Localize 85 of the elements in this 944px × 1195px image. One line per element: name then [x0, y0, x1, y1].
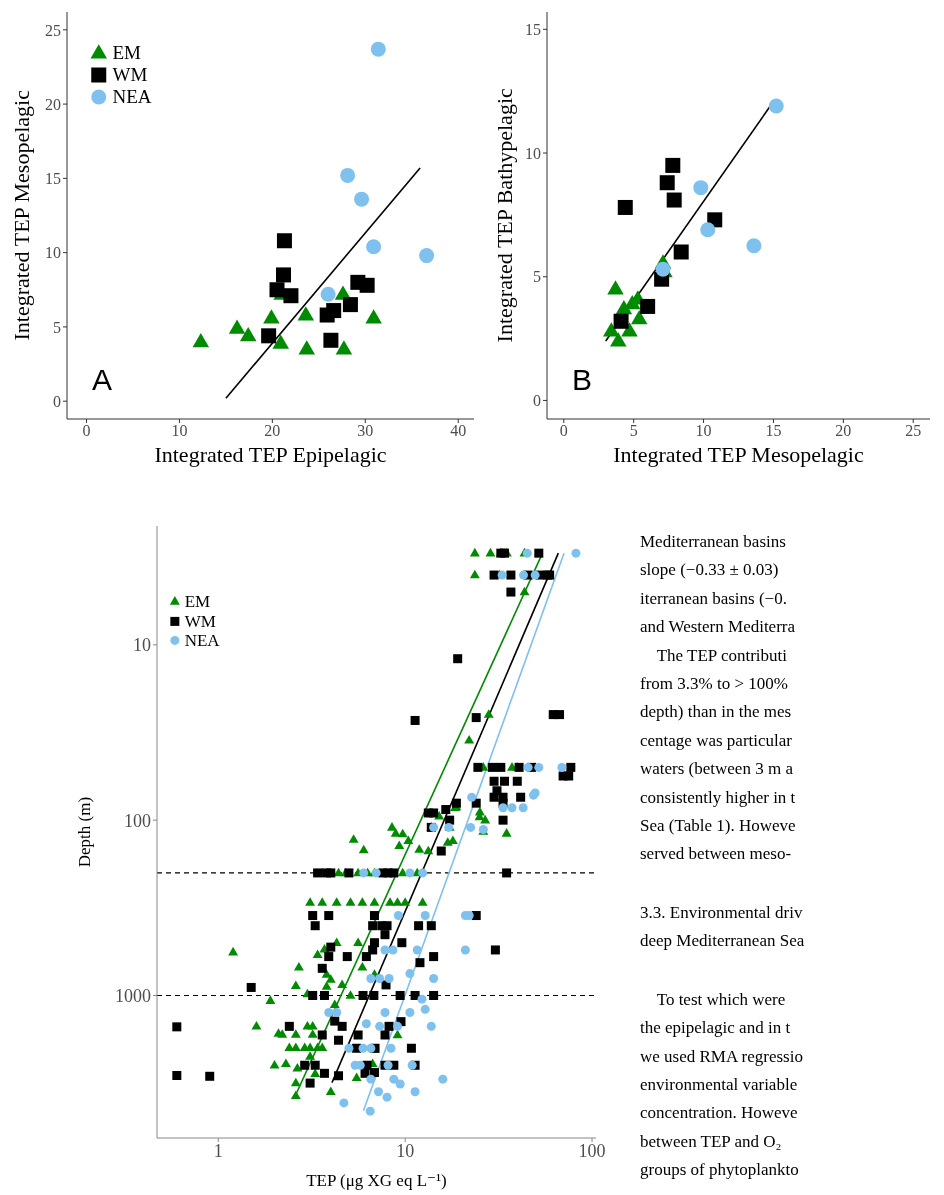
point — [297, 306, 315, 321]
text: To test which were the epipelagic and in t we used RMA regressio environmental variable concentration. Howeve between TEP and O₂ groups of phytoplankto — [640, 988, 804, 1182]
point — [239, 326, 257, 342]
y-tick-label: 15 — [45, 170, 61, 188]
x-tick-label: 25 — [905, 422, 922, 440]
y-tick-label: 0 — [533, 392, 541, 410]
x-tick-label: 30 — [357, 422, 374, 440]
point — [613, 313, 629, 329]
point — [340, 167, 356, 183]
y-axis-title: Integrated TEP Bathypelagic — [490, 87, 518, 345]
point — [276, 267, 292, 283]
x-axis-title: TEP (μg XG eq L⁻¹) — [305, 1170, 448, 1191]
x-tick-label: 40 — [450, 422, 467, 440]
y-tick-label: 25 — [45, 21, 61, 39]
y-tick-label: 10 — [133, 635, 151, 656]
point — [365, 309, 382, 324]
y-tick-label: 0 — [53, 392, 61, 410]
y-tick-label: 1000 — [115, 985, 151, 1006]
y-axis-title: Depth (m) — [73, 795, 95, 870]
legend-label: NEA — [184, 631, 220, 651]
x-tick-label: 20 — [264, 422, 281, 440]
point — [370, 41, 386, 57]
x-tick-label: 1 — [213, 1140, 223, 1161]
x-tick-label: 5 — [629, 422, 638, 440]
point — [269, 282, 285, 298]
point — [323, 332, 339, 348]
point — [326, 303, 342, 319]
y-tick-label: 100 — [124, 810, 151, 831]
y-tick-label: 5 — [533, 268, 541, 286]
point — [607, 280, 624, 295]
text: 3.3. Environmental driv deep Mediterranean Sea — [640, 901, 806, 953]
x-axis-title: Integrated TEP Epipelagic — [153, 441, 388, 468]
point — [298, 340, 315, 355]
annotation: A — [92, 363, 113, 397]
point — [261, 328, 277, 344]
point — [354, 191, 370, 207]
y-tick-label: 10 — [525, 144, 541, 162]
x-tick-label: 20 — [835, 422, 852, 440]
y-tick-label: 5 — [53, 318, 61, 336]
point — [335, 340, 353, 355]
y-tick-label: 20 — [45, 95, 61, 113]
point — [768, 98, 784, 114]
point — [659, 175, 675, 191]
point — [621, 322, 638, 337]
point — [610, 332, 627, 347]
text: Mediterranean basins slope (−0.33 ± 0.03) iterranean basins (−0. and Western Mediterra — [640, 531, 797, 639]
x-tick-label: 15 — [765, 422, 782, 440]
legend-label: WM — [112, 63, 148, 86]
point — [192, 332, 210, 348]
y-tick-label: 15 — [525, 21, 541, 38]
point — [366, 239, 382, 255]
point — [617, 199, 633, 215]
point — [320, 286, 336, 302]
y-tick-label: 10 — [45, 244, 61, 262]
point — [419, 248, 435, 264]
legend-label: NEA — [112, 85, 152, 108]
x-tick-label: 100 — [578, 1140, 606, 1161]
point — [673, 244, 689, 260]
legend-label: WM — [184, 611, 216, 632]
legend-label: EM — [112, 42, 141, 64]
point — [342, 297, 358, 313]
annotation: B — [572, 363, 593, 397]
point — [272, 334, 289, 349]
x-tick-label: 10 — [396, 1140, 415, 1161]
point — [263, 309, 280, 324]
point — [746, 238, 762, 254]
point — [283, 288, 299, 304]
point — [228, 319, 246, 334]
point — [640, 298, 656, 314]
x-tick-label: 10 — [171, 422, 188, 440]
point — [693, 180, 709, 196]
x-axis-title: Integrated TEP Mesopelagic — [612, 441, 865, 468]
x-tick-label: 0 — [82, 422, 91, 440]
point — [276, 233, 292, 249]
y-axis-title: Integrated TEP Mesopelagic — [7, 89, 35, 343]
legend-label: EM — [184, 592, 211, 612]
text: The TEP contributi from 3.3% to > 100% depth) than in the mes centage was particular waters (between 3 m a consistently higher in t Sea (Table 1). Howeve served between meso- — [640, 644, 797, 866]
point — [359, 277, 375, 293]
point — [700, 222, 716, 238]
point — [665, 157, 681, 173]
point — [666, 192, 682, 208]
x-tick-label: 10 — [695, 422, 712, 440]
point — [631, 309, 648, 325]
point — [603, 322, 620, 337]
x-tick-label: 0 — [559, 422, 568, 440]
